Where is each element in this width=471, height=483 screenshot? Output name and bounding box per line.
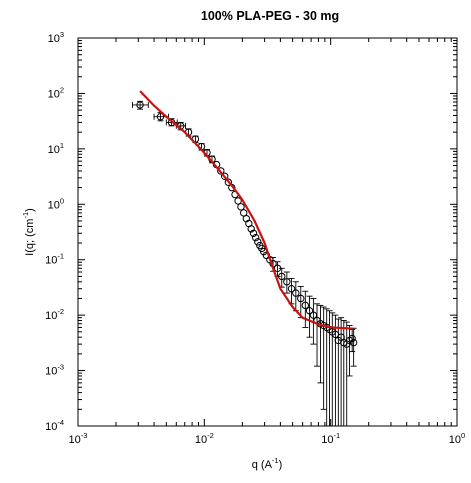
data-series	[132, 90, 358, 427]
data-point	[247, 225, 255, 233]
data-point	[249, 229, 258, 237]
data-point	[234, 197, 242, 205]
data-point	[313, 303, 321, 367]
data-marker	[348, 334, 356, 343]
x-tick-label: 100	[449, 431, 465, 446]
y-tick-label: 10-3	[45, 363, 64, 378]
data-point	[328, 312, 336, 427]
y-tick-label: 101	[48, 141, 64, 156]
data-point	[301, 290, 310, 328]
y-tick-label: 100	[48, 196, 64, 211]
data-point	[319, 306, 328, 410]
y-axis-label: I(q; (cm-1)	[21, 208, 36, 256]
data-point	[331, 314, 340, 427]
data-point	[224, 178, 233, 186]
x-tick-label: 10-3	[69, 431, 88, 446]
x-tick-label: 10-2	[195, 431, 214, 446]
y-tick-label: 10-4	[45, 418, 64, 433]
data-marker	[237, 203, 245, 211]
data-point	[132, 100, 149, 110]
data-marker	[234, 197, 242, 205]
y-tick-label: 10-2	[45, 307, 64, 322]
data-marker	[283, 278, 291, 286]
data-marker	[221, 172, 229, 180]
data-marker	[349, 338, 358, 347]
data-point	[217, 167, 225, 175]
data-marker	[278, 272, 286, 281]
data-point	[297, 285, 305, 319]
data-point	[345, 325, 354, 377]
data-point	[283, 271, 291, 294]
data-marker	[292, 289, 300, 297]
x-tick-label: 10-1	[321, 431, 340, 446]
axis-ticks	[77, 37, 458, 427]
x-tick-labels: 10-3 10-2 10-1 100	[69, 431, 466, 446]
data-marker	[156, 113, 165, 121]
y-tick-label: 10-1	[45, 252, 64, 267]
data-marker	[305, 307, 314, 315]
data-point	[251, 233, 260, 242]
fit-line	[139, 90, 354, 330]
plot-frame	[77, 37, 458, 427]
data-marker	[247, 225, 255, 233]
x-axis-label: q (A-1)	[252, 456, 283, 471]
data-point	[278, 267, 286, 288]
data-marker	[249, 229, 258, 237]
data-point	[254, 238, 262, 246]
y-tick-label: 102	[48, 85, 64, 100]
data-marker	[217, 167, 225, 175]
data-point	[237, 203, 245, 211]
data-marker	[254, 238, 262, 246]
data-marker	[136, 101, 144, 109]
data-marker	[287, 284, 296, 293]
y-tick-label: 103	[48, 30, 64, 45]
data-point	[221, 172, 229, 180]
data-point	[349, 327, 358, 367]
data-marker	[297, 294, 305, 303]
data-marker	[251, 233, 260, 242]
data-marker	[224, 178, 233, 186]
y-tick-labels: 10-4 10-3 10-2 10-1 100 101 102 103	[45, 30, 64, 433]
data-marker	[301, 301, 310, 310]
data-point	[305, 295, 314, 338]
chart-title: 100% PLA-PEG - 30 mg	[201, 9, 339, 23]
